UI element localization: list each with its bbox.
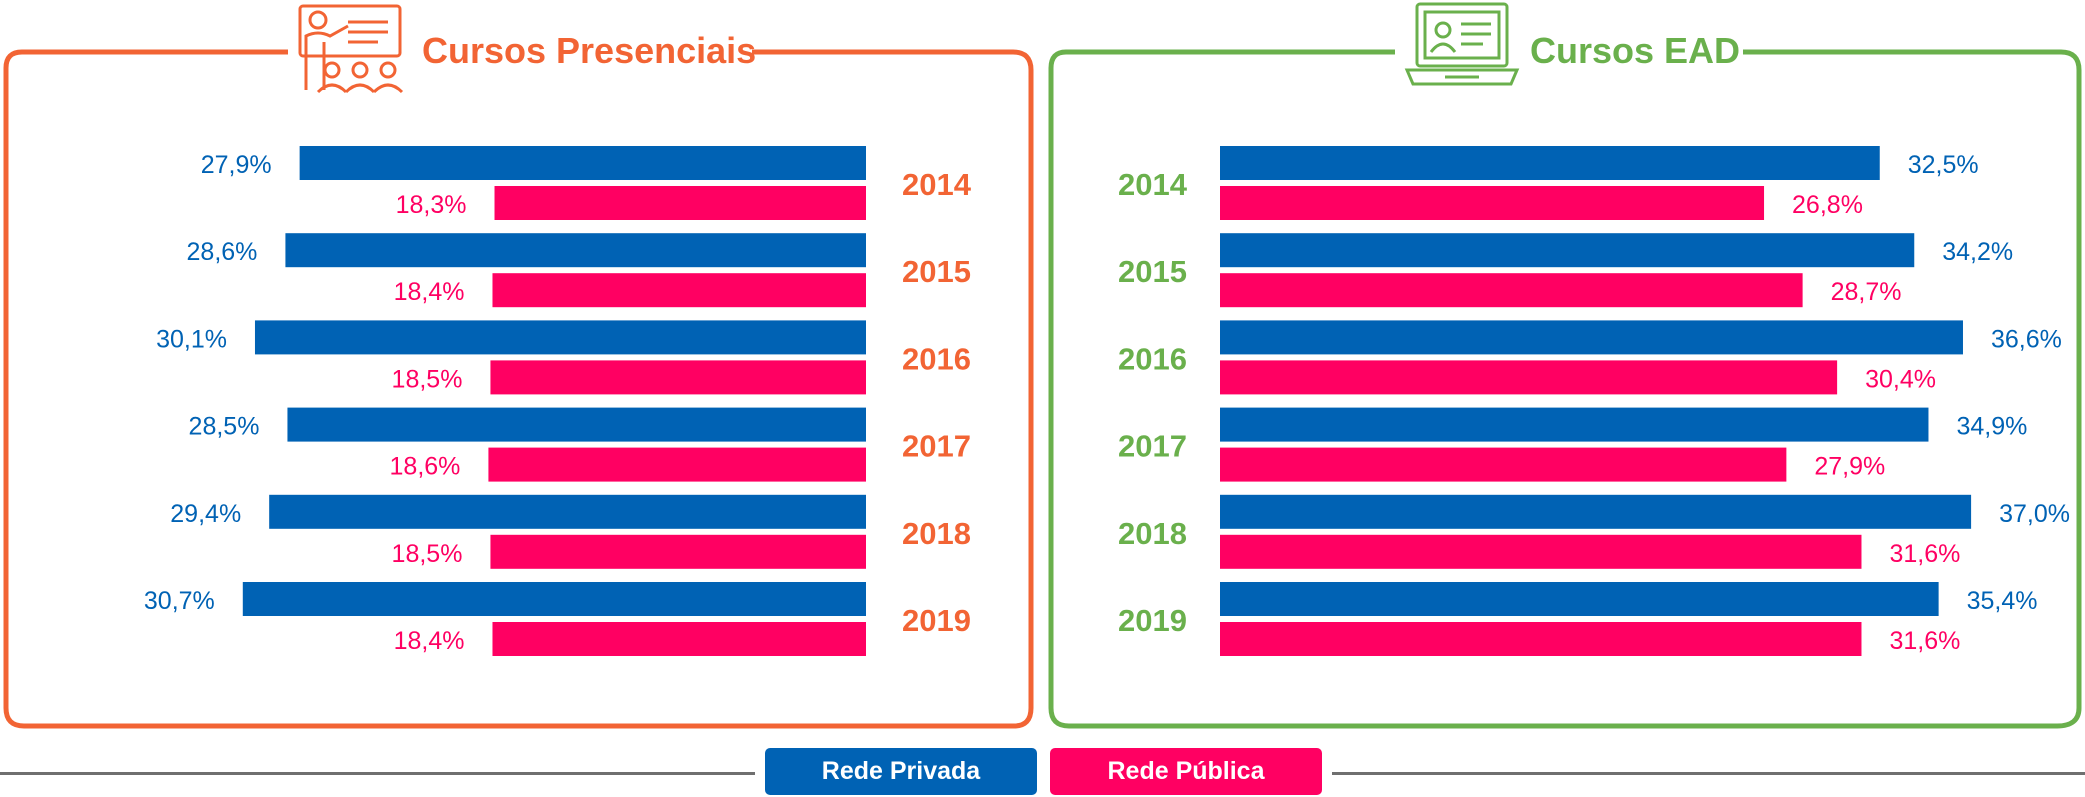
value-label-publica-2017: 27,9% [1814,453,1885,481]
bar-rede-privada-2019 [242,582,867,616]
bar-rede-privada-2017 [1220,407,1929,442]
value-label-privada-2016: 30,1% [156,325,227,353]
value-label-publica-2015: 18,4% [394,278,465,306]
value-label-privada-2014: 32,5% [1908,151,1979,179]
bar-rede-privada-2018 [1220,494,1972,529]
legend-item-rede-privada: Rede Privada [765,748,1037,795]
legend-item-rede-publica: Rede Pública [1050,748,1322,795]
bar-rede-publica-2014 [494,186,866,220]
value-label-publica-2019: 18,4% [394,627,465,655]
bar-rede-publica-2017 [1220,447,1787,482]
chart-presenciais: Cursos Presenciais 27,9% 18,3% 2014 28,6% 18… [3,4,1034,729]
panel-frame [1048,49,2082,729]
bar-rede-privada-2014 [1220,146,1880,180]
value-label-publica-2019: 31,6% [1889,627,1960,655]
value-label-publica-2015: 28,7% [1831,278,1902,306]
value-label-privada-2018: 37,0% [1999,500,2070,528]
bar-rede-publica-2019 [492,622,866,656]
bar-rede-privada-2018 [269,494,866,529]
chart-panel-presenciais: Cursos Presenciais 27,9% 18,3% 2014 28,6% 18… [0,0,1040,797]
bar-rede-publica-2018 [490,534,866,569]
value-label-publica-2016: 30,4% [1865,365,1936,393]
bar-rede-privada-2015 [285,233,866,268]
laptop-online-course-icon [1404,2,1520,86]
bar-rede-publica-2014 [1220,186,1765,220]
year-label-2019: 2019 [902,603,971,638]
bar-rede-privada-2016 [1220,320,1963,355]
bars-group: 32,5% 26,8% 2014 34,2% 28,7% 2015 36,6% 30,4% 20… [1118,146,2070,656]
chart-ead: Cursos EAD 32,5%26,8%201434,2%28,7%20153… [1048,2,2082,729]
chart-panel-ead: Cursos EAD 32,5% 26,8% 2014 34,2% 28,7% 2015 3… [1045,0,2085,797]
value-label-privada-2015: 28,6% [187,238,258,266]
bar-rede-publica-2018 [1220,534,1862,569]
year-label-2017: 2017 [1118,429,1187,464]
legend-divider-left [0,772,755,775]
panel-title: Cursos EAD [1530,30,1740,71]
year-label-2018: 2018 [1118,516,1187,551]
bar-rede-publica-2016 [490,360,866,395]
bar-rede-privada-2017 [287,407,866,442]
bars-group: 27,9% 18,3% 2014 28,6% 18,4% 2015 30,1% 18,5% 20… [144,146,972,656]
value-label-publica-2014: 26,8% [1792,191,1863,219]
panel-frame [3,49,1034,729]
panel-title: Cursos Presenciais [422,30,756,71]
value-label-publica-2014: 18,3% [396,191,467,219]
bar-rede-publica-2019 [1220,622,1862,656]
bar-rede-privada-2016 [254,320,867,355]
value-label-privada-2017: 34,9% [1956,413,2027,441]
year-label-2019: 2019 [1118,603,1187,638]
year-label-2014: 2014 [1118,167,1188,202]
value-label-publica-2018: 18,5% [392,540,463,568]
bar-rede-publica-2015 [492,273,866,308]
value-label-publica-2018: 31,6% [1889,540,1960,568]
value-label-privada-2019: 30,7% [144,587,215,615]
bar-rede-privada-2014 [299,146,866,180]
year-label-2016: 2016 [1118,341,1187,376]
bar-rede-publica-2016 [1220,360,1838,395]
bar-rede-publica-2015 [1220,273,1803,308]
value-label-privada-2016: 36,6% [1991,325,2062,353]
year-label-2018: 2018 [902,516,971,551]
legend-divider-right [1332,772,2085,775]
year-label-2017: 2017 [902,429,971,464]
value-label-publica-2017: 18,6% [390,453,461,481]
bar-rede-publica-2017 [488,447,866,482]
bar-rede-privada-2019 [1220,582,1939,616]
value-label-privada-2015: 34,2% [1942,238,2013,266]
value-label-privada-2019: 35,4% [1967,587,2038,615]
value-label-privada-2018: 29,4% [170,500,241,528]
value-label-privada-2017: 28,5% [189,413,260,441]
year-label-2014: 2014 [902,167,972,202]
year-label-2016: 2016 [902,341,971,376]
year-label-2015: 2015 [1118,254,1187,289]
value-label-privada-2014: 27,9% [201,151,272,179]
bar-rede-privada-2015 [1220,233,1915,268]
value-label-publica-2016: 18,5% [392,365,463,393]
year-label-2015: 2015 [902,254,971,289]
teacher-presentation-icon [298,4,404,94]
